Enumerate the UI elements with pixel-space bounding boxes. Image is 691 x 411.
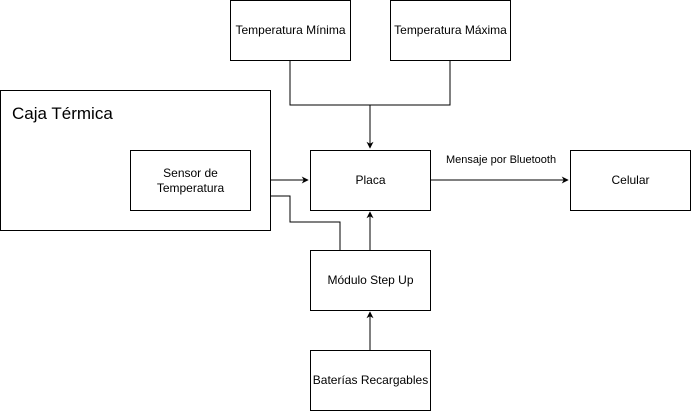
node-placa-label: Placa	[355, 173, 386, 187]
node-modulo-step-up: Módulo Step Up	[310, 250, 431, 311]
connector-temp-max-to-placa	[366, 60, 451, 149]
node-sensor-temperatura-label: Sensor de Temperatura	[156, 165, 225, 195]
node-sensor-temperatura: Sensor de Temperatura	[130, 150, 251, 211]
node-temperatura-minima-label: Temperatura Mínima	[235, 23, 346, 37]
node-baterias-recargables-label: Baterías Recargables	[312, 373, 429, 387]
node-modulo-step-up-label: Módulo Step Up	[327, 273, 414, 287]
caja-termica-title: Caja Térmica	[12, 104, 113, 123]
node-temperatura-maxima-label: Temperatura Máxima	[394, 23, 507, 37]
node-celular-label: Celular	[611, 173, 650, 187]
node-baterias-recargables: Baterías Recargables	[310, 350, 431, 411]
node-placa: Placa	[310, 150, 431, 211]
node-celular: Celular	[570, 150, 691, 211]
connector-stepup-to-sensor	[251, 192, 341, 250]
edge-label-bluetooth: Mensaje por Bluetooth	[446, 154, 557, 166]
connector-temp-min-to-placa	[289, 60, 370, 106]
node-temperatura-maxima: Temperatura Máxima	[390, 0, 511, 61]
node-temperatura-minima: Temperatura Mínima	[230, 0, 351, 61]
